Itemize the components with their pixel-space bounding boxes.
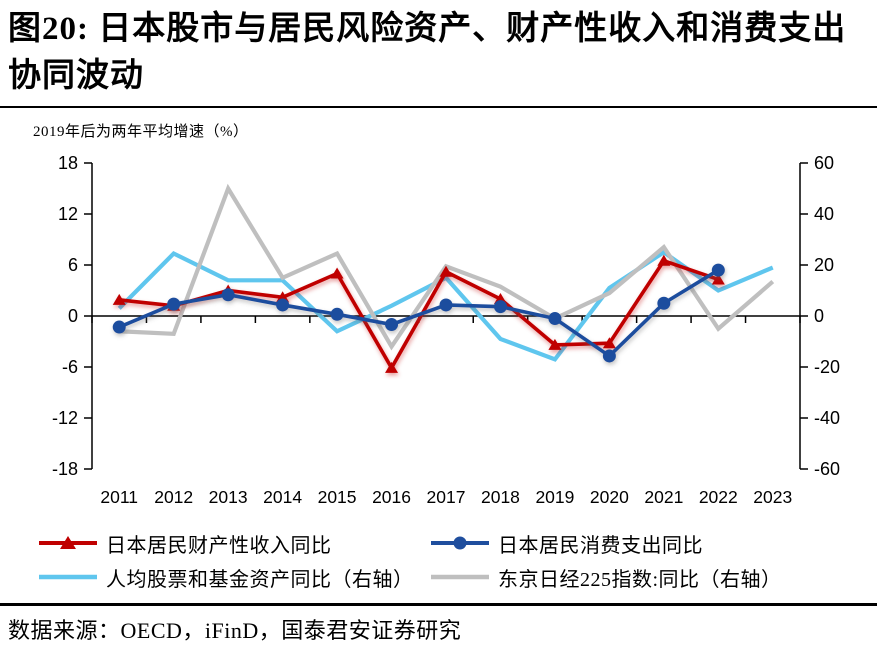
left-axis-tick-label: 6 <box>68 255 78 275</box>
left-axis-tick-label: 0 <box>68 306 78 326</box>
x-axis-year-label: 2018 <box>481 487 520 507</box>
chart-area: 18 12 6 0 -6 -12 -18 60 40 20 0 -20 -40 -60 2011 2012 20… <box>0 108 877 522</box>
circle-marker-icon <box>439 298 453 312</box>
circle-marker-icon <box>330 307 344 321</box>
data-source: 数据来源：OECD，iFinD，国泰君安证券研究 <box>8 618 462 643</box>
x-axis-year-label: 2014 <box>263 487 302 507</box>
bottom-divider <box>0 603 877 606</box>
chart-legend: 日本居民财产性收入同比 日本居民消费支出同比 人均股票和基金资产同比（右轴） <box>0 522 877 594</box>
triangle-marker-icon <box>602 337 616 349</box>
series-line <box>117 249 774 362</box>
x-axis-year-label: 2012 <box>154 487 193 507</box>
circle-marker-icon <box>711 263 725 277</box>
left-axis-tick-label: -18 <box>52 459 78 479</box>
left-axis-tick-label: -12 <box>52 408 78 428</box>
legend-row: 人均股票和基金资产同比（右轴） 东京日经225指数:同比（右轴） <box>38 560 877 594</box>
lightblue-line-swatch-icon <box>39 574 97 580</box>
right-axis-tick-label: 20 <box>814 255 834 275</box>
circle-marker-icon <box>493 300 507 314</box>
x-axis-year-label: 2015 <box>318 487 357 507</box>
triangle-marker-icon <box>439 265 453 277</box>
series-line <box>119 258 719 372</box>
x-axis-year-label: 2021 <box>644 487 683 507</box>
right-axis-tick-label: 0 <box>814 306 824 326</box>
legend-row: 日本居民财产性收入同比 日本居民消费支出同比 <box>38 526 877 560</box>
legend-item-stock-fund-assets: 人均股票和基金资产同比（右轴） <box>38 563 430 592</box>
circle-marker-icon <box>112 320 126 334</box>
x-axis-year-label: 2013 <box>209 487 248 507</box>
triangle-marker-icon <box>385 361 399 373</box>
gray-line-swatch-icon <box>431 574 489 580</box>
legend-label: 东京日经225指数:同比（右轴） <box>498 568 782 591</box>
legend-item-nikkei225: 东京日经225指数:同比（右轴） <box>430 563 782 592</box>
triangle-marker-icon <box>711 273 725 285</box>
axis-note: 2019年后为两年平均增速（%） <box>33 124 249 140</box>
red-line-triangle-swatch-icon <box>39 536 97 549</box>
circle-marker-icon <box>167 297 181 311</box>
x-axis-year-label: 2022 <box>699 487 738 507</box>
x-axis-year-label: 2019 <box>535 487 574 507</box>
circle-marker-icon <box>602 349 616 363</box>
legend-label: 人均股票和基金资产同比（右轴） <box>106 568 414 591</box>
circle-marker-icon <box>548 312 562 326</box>
right-axis-tick-label: 40 <box>814 204 834 224</box>
legend-item-consumption: 日本居民消费支出同比 <box>430 529 703 558</box>
left-axis-tick-label: 18 <box>58 153 78 173</box>
triangle-marker-icon <box>330 267 344 279</box>
legend-item-property-income: 日本居民财产性收入同比 <box>38 529 430 558</box>
x-axis-year-label: 2023 <box>753 487 792 507</box>
series-consumption <box>112 263 725 363</box>
circle-marker-icon <box>276 298 290 312</box>
x-axis-year-label: 2011 <box>100 487 138 507</box>
legend-label: 日本居民消费支出同比 <box>498 534 703 557</box>
triangle-marker-icon <box>657 254 671 266</box>
legend-label: 日本居民财产性收入同比 <box>106 534 332 557</box>
triangle-marker-icon <box>548 338 562 350</box>
triangle-marker-icon <box>112 293 126 305</box>
left-axis-tick-label: -6 <box>62 357 78 377</box>
series-line <box>118 268 720 359</box>
left-axis-tick-label: 12 <box>58 204 78 224</box>
circle-marker-icon <box>221 288 235 302</box>
right-axis-tick-label: -40 <box>814 408 840 428</box>
blue-line-circle-swatch-icon <box>431 536 489 550</box>
right-axis-tick-label: 60 <box>814 153 834 173</box>
right-axis-tick-label: -60 <box>814 459 840 479</box>
series-stock-fund-assets <box>117 249 774 362</box>
circle-marker-icon <box>657 296 671 310</box>
title-divider <box>0 106 877 108</box>
x-axis-year-label: 2017 <box>427 487 466 507</box>
right-axis-tick-label: -20 <box>814 357 840 377</box>
circle-marker-icon <box>385 318 399 331</box>
x-axis-year-label: 2016 <box>372 487 411 507</box>
x-axis-year-label: 2020 <box>590 487 629 507</box>
figure-title: 图20: 日本股市与居民风险资产、财产性收入和消费支出协同波动 <box>8 11 847 94</box>
